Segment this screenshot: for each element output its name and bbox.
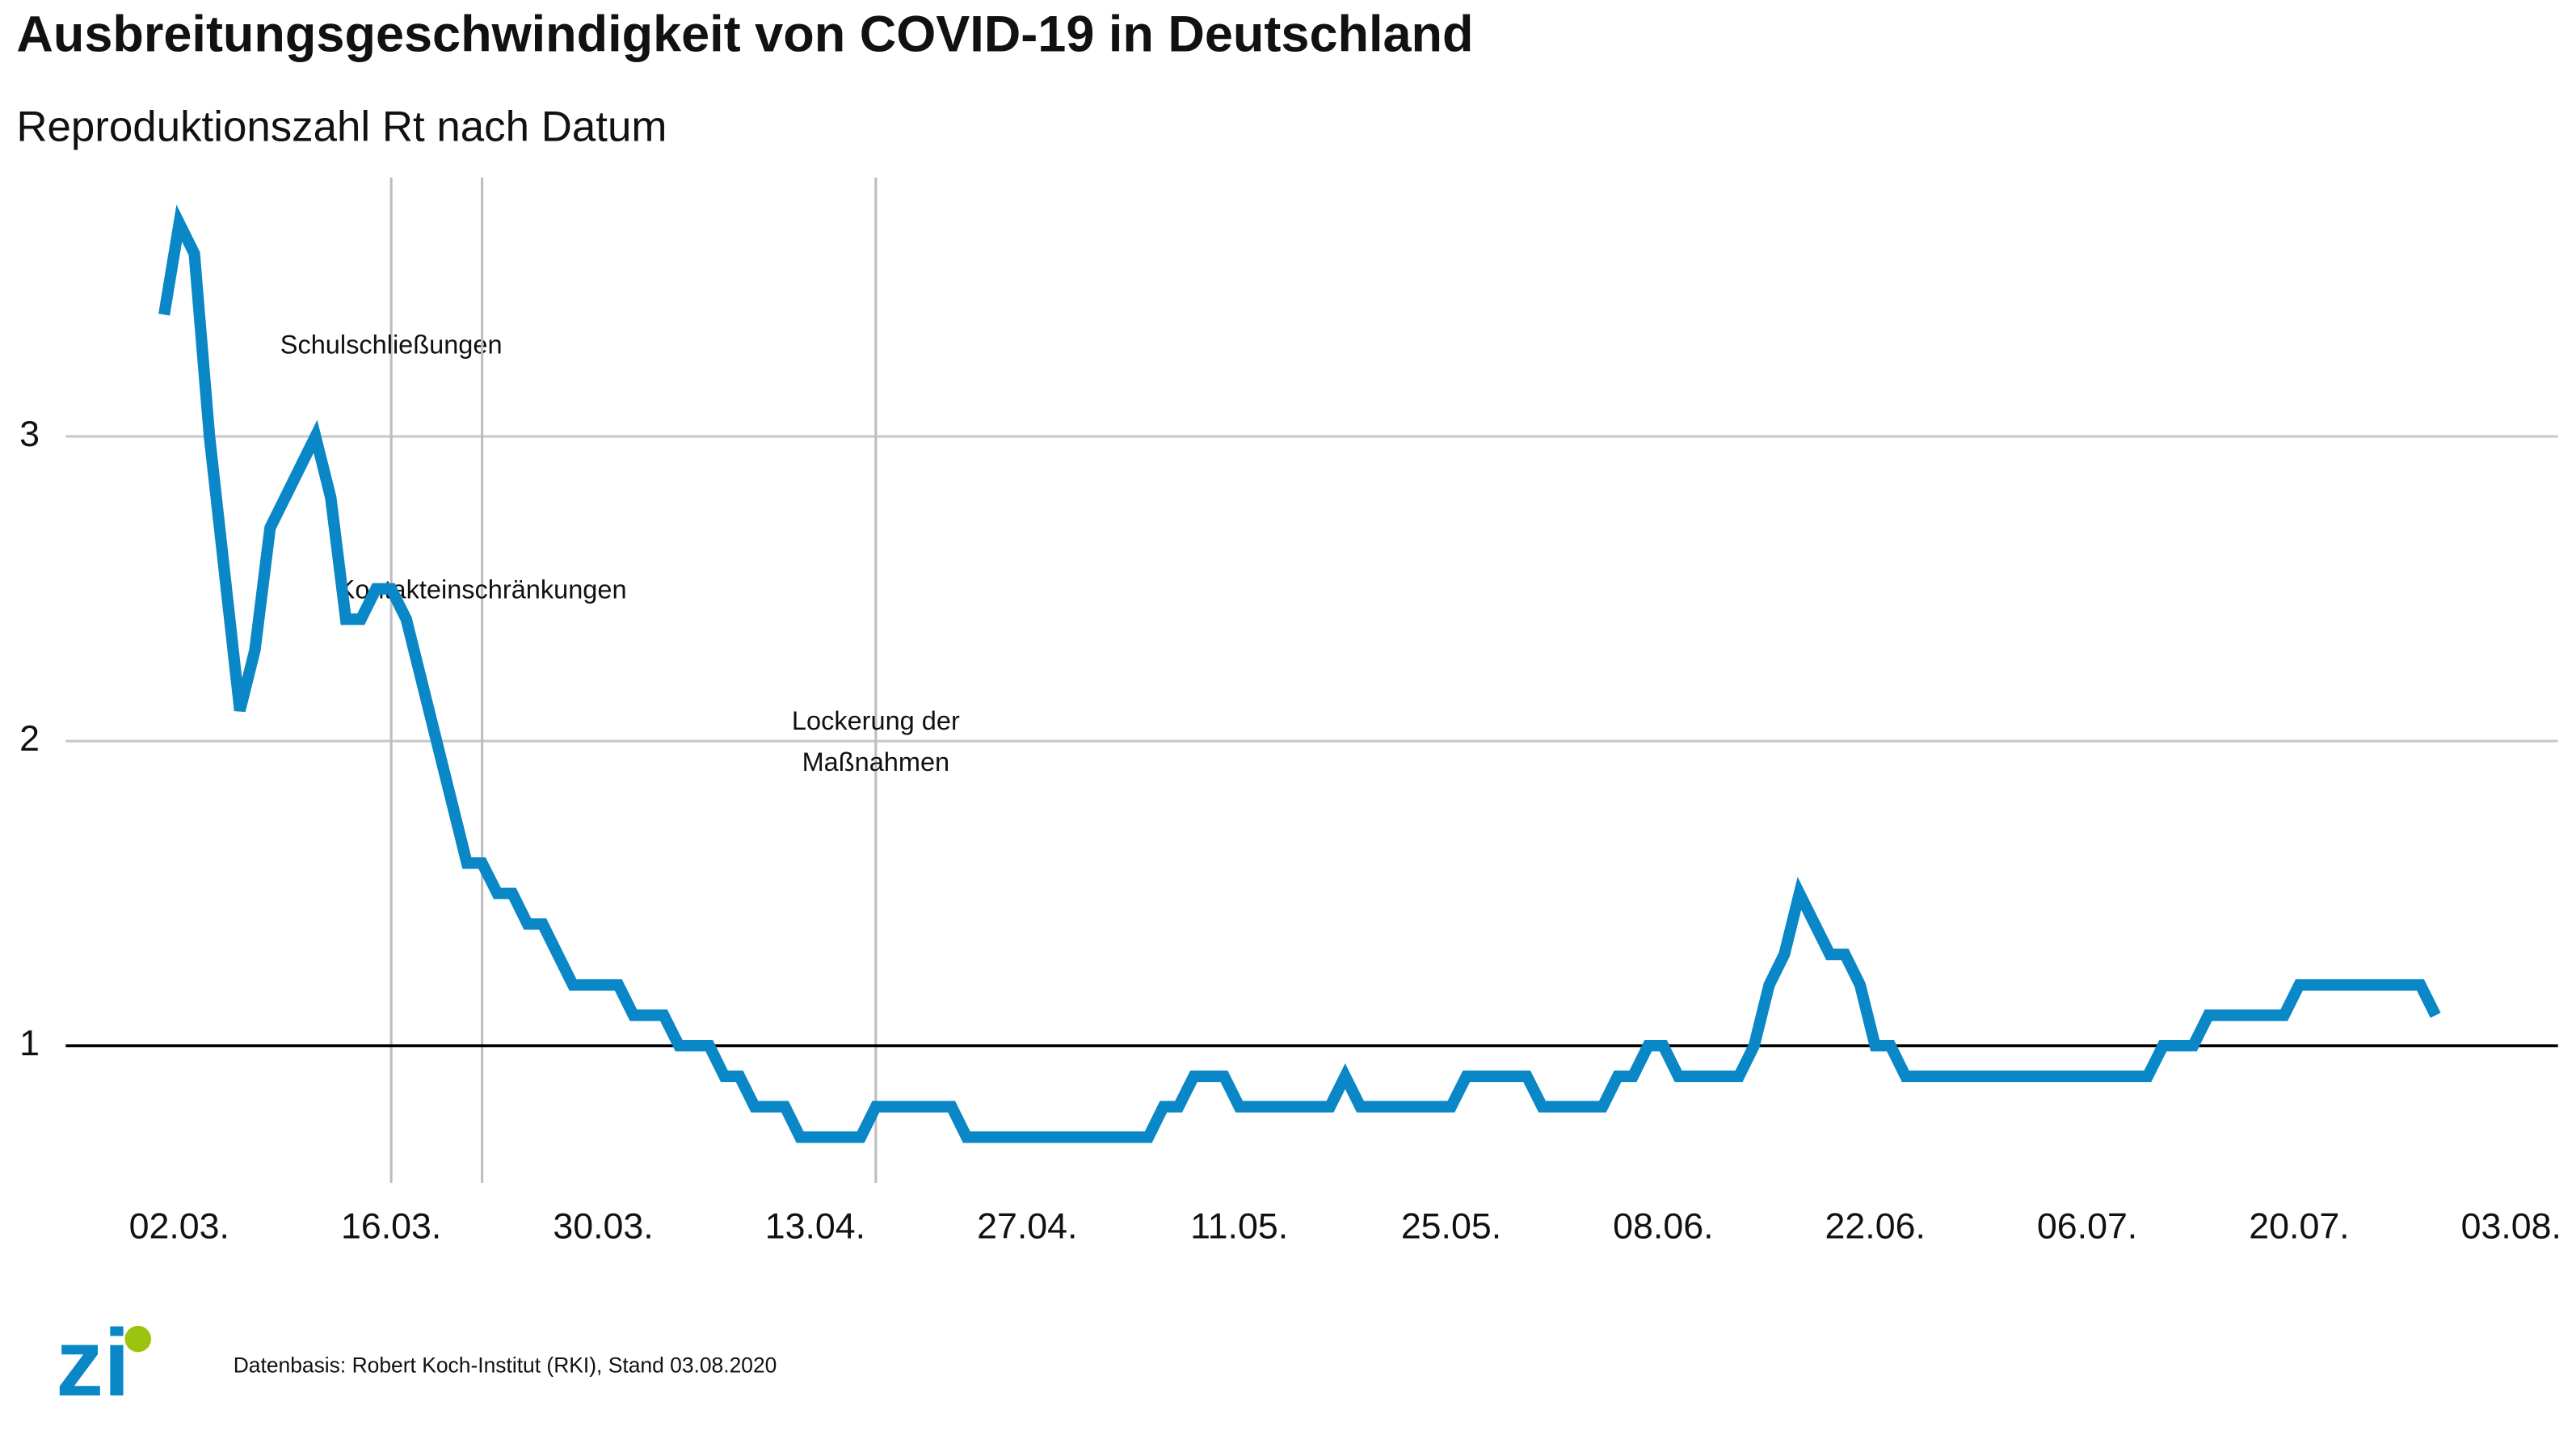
- x-tick-label: 25.05.: [1401, 1207, 1501, 1247]
- logo-dot: [124, 1325, 152, 1353]
- x-tick-label: 13.04.: [765, 1207, 865, 1247]
- x-tick-label: 11.05.: [1190, 1207, 1288, 1247]
- x-tick-label: 22.06.: [1825, 1207, 1926, 1247]
- chart-title: Ausbreitungsgeschwindigkeit von COVID-19…: [16, 6, 1473, 62]
- annotation: Maßnahmen: [802, 747, 950, 777]
- y-tick-label: 1: [19, 1024, 40, 1063]
- x-tick-label: 03.08.: [2461, 1207, 2561, 1247]
- annotation: Lockerung der: [792, 706, 960, 735]
- chart-subtitle: Reproduktionszahl Rt nach Datum: [16, 103, 667, 151]
- annotation: Schulschließungen: [280, 330, 503, 360]
- x-tick-label: 02.03.: [129, 1207, 229, 1247]
- x-tick-label: 08.06.: [1613, 1207, 1713, 1247]
- x-tick-label: 30.03.: [553, 1207, 653, 1247]
- x-tick-label: 27.04.: [977, 1207, 1077, 1247]
- x-tick-label: 06.07.: [2037, 1207, 2137, 1247]
- y-tick-label: 2: [19, 719, 40, 759]
- logo: zi: [56, 1309, 130, 1416]
- source-note: Datenbasis: Robert Koch-Institut (RKI), …: [234, 1353, 777, 1378]
- x-tick-label: 20.07.: [2249, 1207, 2349, 1247]
- data-line: [158, 204, 2441, 1143]
- y-tick-label: 3: [19, 415, 40, 454]
- x-tick-label: 16.03.: [341, 1207, 441, 1247]
